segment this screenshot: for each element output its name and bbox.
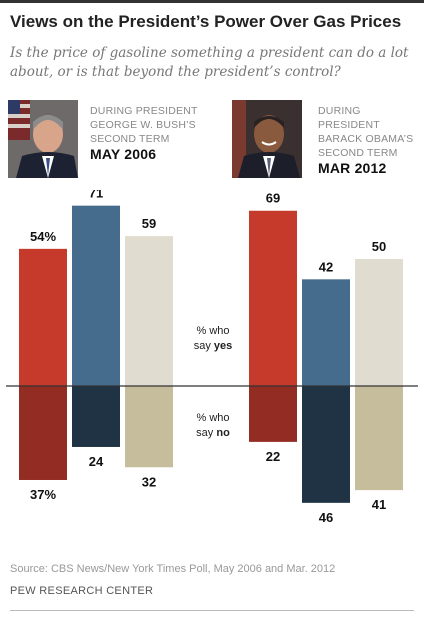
label-line: say	[196, 427, 214, 439]
data-label-no: 41	[372, 497, 386, 512]
period-line: Barack Obama’s	[318, 133, 414, 145]
period-line: During President	[90, 105, 198, 117]
bar-yes	[72, 205, 120, 386]
bar-no	[249, 386, 297, 442]
portrait-obama	[232, 100, 302, 178]
data-label-yes: 59	[142, 216, 156, 231]
period-label-bush: During President George W. Bush’s second…	[90, 104, 198, 161]
label-keyword: yes	[213, 340, 233, 352]
data-label-yes: 69	[266, 191, 280, 206]
portrait-icon	[232, 100, 302, 178]
bar-chart: 54% 37% 71 24 59 32 69 22 42 46 50 41	[6, 190, 418, 525]
period-line: During President	[318, 105, 380, 131]
chart-title: Views on the President’s Power Over Gas …	[10, 12, 402, 31]
period-line: second term	[90, 133, 170, 145]
label-line: say	[193, 340, 211, 352]
label-line: % who	[196, 412, 230, 424]
portrait-icon	[8, 100, 78, 178]
period-label-obama: During President Barack Obama’s second t…	[318, 104, 424, 175]
bar-yes	[125, 236, 173, 386]
bar-yes	[355, 259, 403, 386]
period-line: second term	[318, 147, 398, 159]
label-line: % who	[196, 325, 230, 337]
label-say-yes: % who say yes	[178, 324, 248, 354]
bar-group: 54% 37% 71 24 59 32 69 22 42 46 50 41	[19, 190, 403, 525]
bar-no	[19, 386, 67, 480]
bar-yes	[302, 279, 350, 386]
bottom-rule	[10, 610, 414, 611]
period-date: MAY 2006	[90, 146, 157, 162]
chart-subtitle: Is the price of gasoline something a pre…	[10, 45, 409, 80]
organization-name: PEW RESEARCH CENTER	[10, 585, 154, 597]
data-label-no: 22	[266, 449, 280, 464]
data-label-no: 46	[319, 510, 333, 525]
bar-no	[72, 386, 120, 447]
data-label-yes: 42	[319, 259, 333, 274]
data-label-no: 24	[89, 454, 104, 469]
source-note: Source: CBS News/New York Times Poll, Ma…	[10, 563, 336, 575]
portrait-bush	[8, 100, 78, 178]
bar-yes	[19, 248, 67, 386]
bar-no	[355, 386, 403, 491]
data-label-yes: 71	[89, 190, 103, 201]
bar-yes	[249, 210, 297, 386]
label-say-no: % who say no	[178, 411, 248, 441]
data-label-yes: 54%	[30, 229, 56, 244]
top-rule	[0, 0, 424, 3]
period-date: MAR 2012	[318, 160, 387, 176]
label-keyword: no	[216, 427, 230, 439]
bar-no	[302, 386, 350, 503]
period-line: George W. Bush’s	[90, 119, 196, 131]
data-label-no: 37%	[30, 487, 56, 502]
data-label-no: 32	[142, 474, 156, 489]
data-label-yes: 50	[372, 239, 386, 254]
bar-no	[125, 386, 173, 468]
